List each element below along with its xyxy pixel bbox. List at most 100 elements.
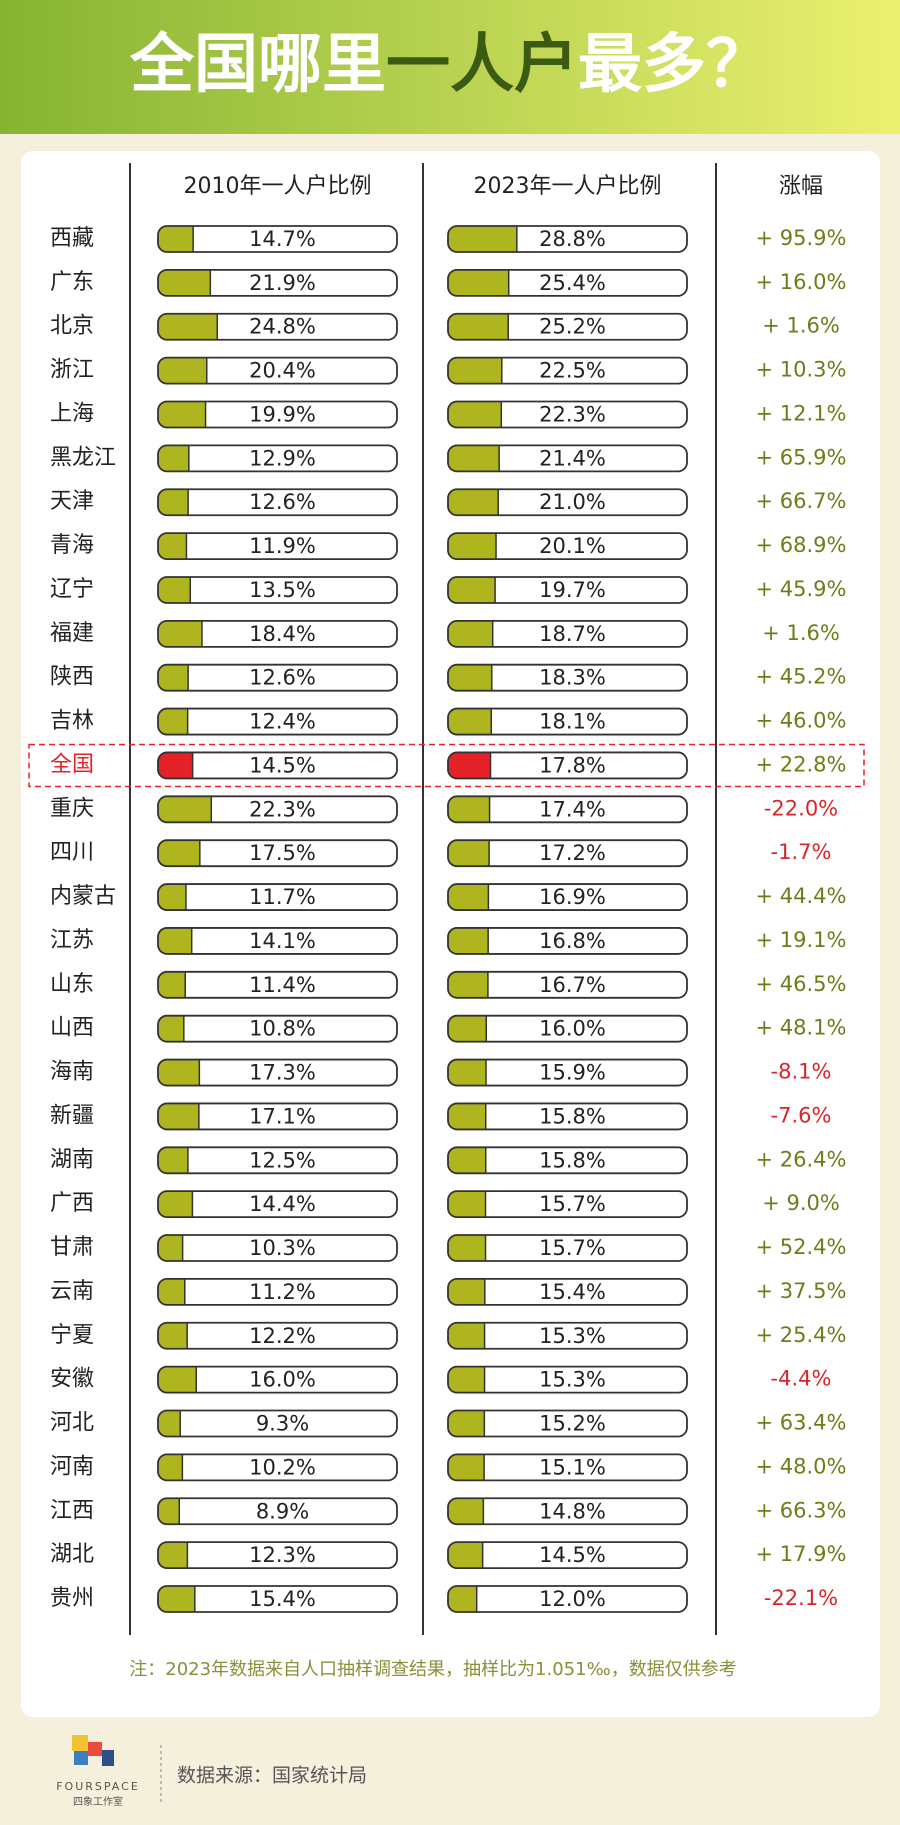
- bar-outline: [157, 927, 398, 955]
- bar-outline: [447, 751, 688, 780]
- bar: [158, 840, 200, 867]
- value-label: 14.1%: [249, 929, 316, 953]
- value-label: 14.8%: [539, 1499, 606, 1523]
- change-label: + 48.1%: [756, 1016, 847, 1040]
- value-label: 17.4%: [539, 797, 606, 821]
- bar: [448, 1059, 487, 1086]
- bar-outline: [157, 751, 398, 780]
- change-label: + 66.3%: [756, 1498, 847, 1522]
- bar-outline: [447, 839, 688, 868]
- bar-outline: [157, 1102, 398, 1131]
- change-label: + 1.6%: [762, 621, 840, 645]
- bar-track: [448, 1498, 687, 1525]
- region-label: 山西: [50, 1016, 94, 1041]
- bar-outline: [157, 1541, 398, 1570]
- bar-track: [448, 1147, 687, 1174]
- bar-outline: [447, 1102, 688, 1131]
- value-label: 17.1%: [249, 1104, 316, 1128]
- bar-track: [158, 1454, 397, 1481]
- logo-block: [102, 1750, 114, 1766]
- value-label: 15.8%: [539, 1148, 606, 1172]
- bar-track: [158, 971, 397, 998]
- value-label: 18.1%: [539, 710, 606, 734]
- bar-track: [448, 401, 687, 428]
- bar: [448, 1454, 485, 1481]
- bar-track: [158, 884, 397, 911]
- bar: [448, 357, 502, 384]
- change-label: + 95.9%: [756, 226, 847, 250]
- region-label: 浙江: [50, 358, 94, 383]
- bar-outline: [447, 225, 688, 253]
- bar-outline: [157, 883, 398, 911]
- change-label: + 68.9%: [756, 533, 847, 557]
- bar-track: [158, 1542, 397, 1569]
- logo-text: FOURSPACE: [56, 1780, 140, 1793]
- bar: [448, 401, 502, 428]
- bar: [448, 576, 496, 603]
- change-label: + 46.5%: [756, 972, 847, 996]
- region-label: 四川: [50, 840, 94, 865]
- bar-track: [158, 226, 397, 252]
- bar-track: [448, 1322, 687, 1349]
- bar: [158, 1191, 193, 1218]
- bar: [448, 1147, 486, 1174]
- bar-track: [158, 445, 397, 472]
- bar-track: [158, 620, 397, 647]
- bar-track: [448, 752, 687, 779]
- logo-subtext: 四象工作室: [73, 1795, 123, 1808]
- bar-track: [448, 1542, 687, 1569]
- bar: [448, 1498, 484, 1525]
- bar: [448, 840, 490, 867]
- value-label: 11.4%: [249, 973, 316, 997]
- bar: [448, 971, 488, 998]
- bar-outline: [447, 1453, 688, 1482]
- bar: [158, 620, 202, 647]
- value-label: 11.9%: [249, 534, 316, 558]
- bar-track: [158, 1015, 397, 1042]
- bar-outline: [447, 312, 688, 341]
- bar: [158, 269, 211, 296]
- value-label: 8.9%: [256, 1499, 309, 1523]
- value-label: 21.4%: [539, 446, 606, 470]
- region-label: 辽宁: [50, 577, 94, 602]
- bar-outline: [157, 1321, 398, 1350]
- bar-outline: [447, 663, 688, 692]
- title: 全国哪里一人户最多？: [129, 28, 770, 102]
- bar: [448, 1191, 486, 1218]
- region-label: 吉林: [50, 709, 94, 734]
- bar-track: [158, 401, 397, 428]
- header-band: [0, 0, 900, 134]
- bar: [448, 1278, 485, 1305]
- value-label: 15.3%: [539, 1368, 606, 1392]
- bar-outline: [447, 1497, 688, 1526]
- bar: [158, 357, 207, 384]
- bar-outline: [447, 1058, 688, 1087]
- bar-track: [448, 927, 687, 954]
- change-label: + 17.9%: [756, 1542, 847, 1566]
- bar: [448, 1366, 485, 1393]
- change-label: + 65.9%: [756, 445, 847, 469]
- bar: [158, 884, 186, 911]
- region-label: 天津: [50, 489, 94, 514]
- change-label: + 45.2%: [756, 665, 847, 689]
- bar-track: [158, 927, 397, 954]
- bar: [158, 1454, 183, 1481]
- note: 注：2023年数据来自人口抽样调查结果，抽样比为1.051‰，数据仅供参考: [129, 1659, 737, 1680]
- bar-track: [158, 1147, 397, 1174]
- change-label: -1.7%: [771, 840, 832, 864]
- value-label: 21.0%: [539, 490, 606, 514]
- value-label: 15.9%: [539, 1061, 606, 1085]
- bar: [158, 1366, 197, 1393]
- title-part: 最多？: [578, 28, 770, 102]
- bar-outline: [157, 444, 398, 473]
- change-label: + 46.0%: [756, 709, 847, 733]
- value-label: 15.8%: [539, 1104, 606, 1128]
- value-label: 12.0%: [539, 1587, 606, 1611]
- value-label: 25.2%: [539, 315, 606, 339]
- bar-track: [158, 708, 397, 735]
- title-part: 全国哪里: [129, 28, 386, 102]
- value-label: 14.5%: [539, 1543, 606, 1567]
- column-header: 2010年一人户比例: [184, 174, 372, 199]
